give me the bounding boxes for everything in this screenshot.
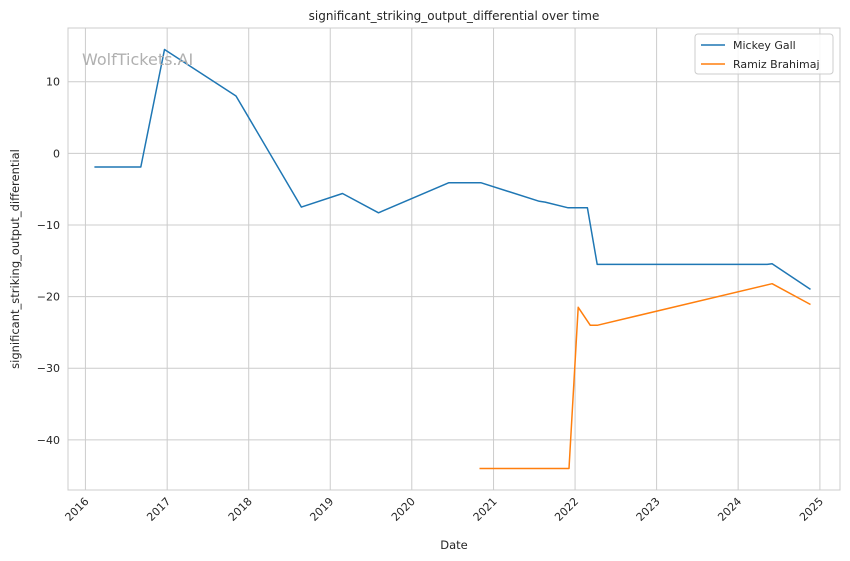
legend-box [694,33,834,75]
legend-label-mickey-gall: Mickey Gall [733,39,796,52]
chart-title: significant_striking_output_differential… [309,9,600,23]
y-tick-label: 0 [53,147,60,160]
y-tick-label: −20 [37,291,60,304]
y-tick-label: 10 [46,76,60,89]
series-layer [94,48,811,470]
y-axis-title: significant_striking_output_differential [8,149,22,369]
legend: Mickey Gall Ramiz Brahimaj [694,33,834,75]
legend-label-ramiz-brahimaj: Ramiz Brahimaj [733,58,820,71]
watermark: WolfTickets.AI [82,50,193,69]
x-axis-title: Date [440,538,468,552]
y-tick-labels: 10 0 −10 −20 −30 −40 [37,76,60,447]
series-line-mickey-gall [94,48,811,291]
y-tick-label: −30 [37,362,60,375]
series-line-ramiz-brahimaj [479,282,811,470]
y-tick-label: −10 [37,219,60,232]
plot-area [67,27,841,491]
y-tick-label: −40 [37,434,60,447]
grid [68,28,840,490]
